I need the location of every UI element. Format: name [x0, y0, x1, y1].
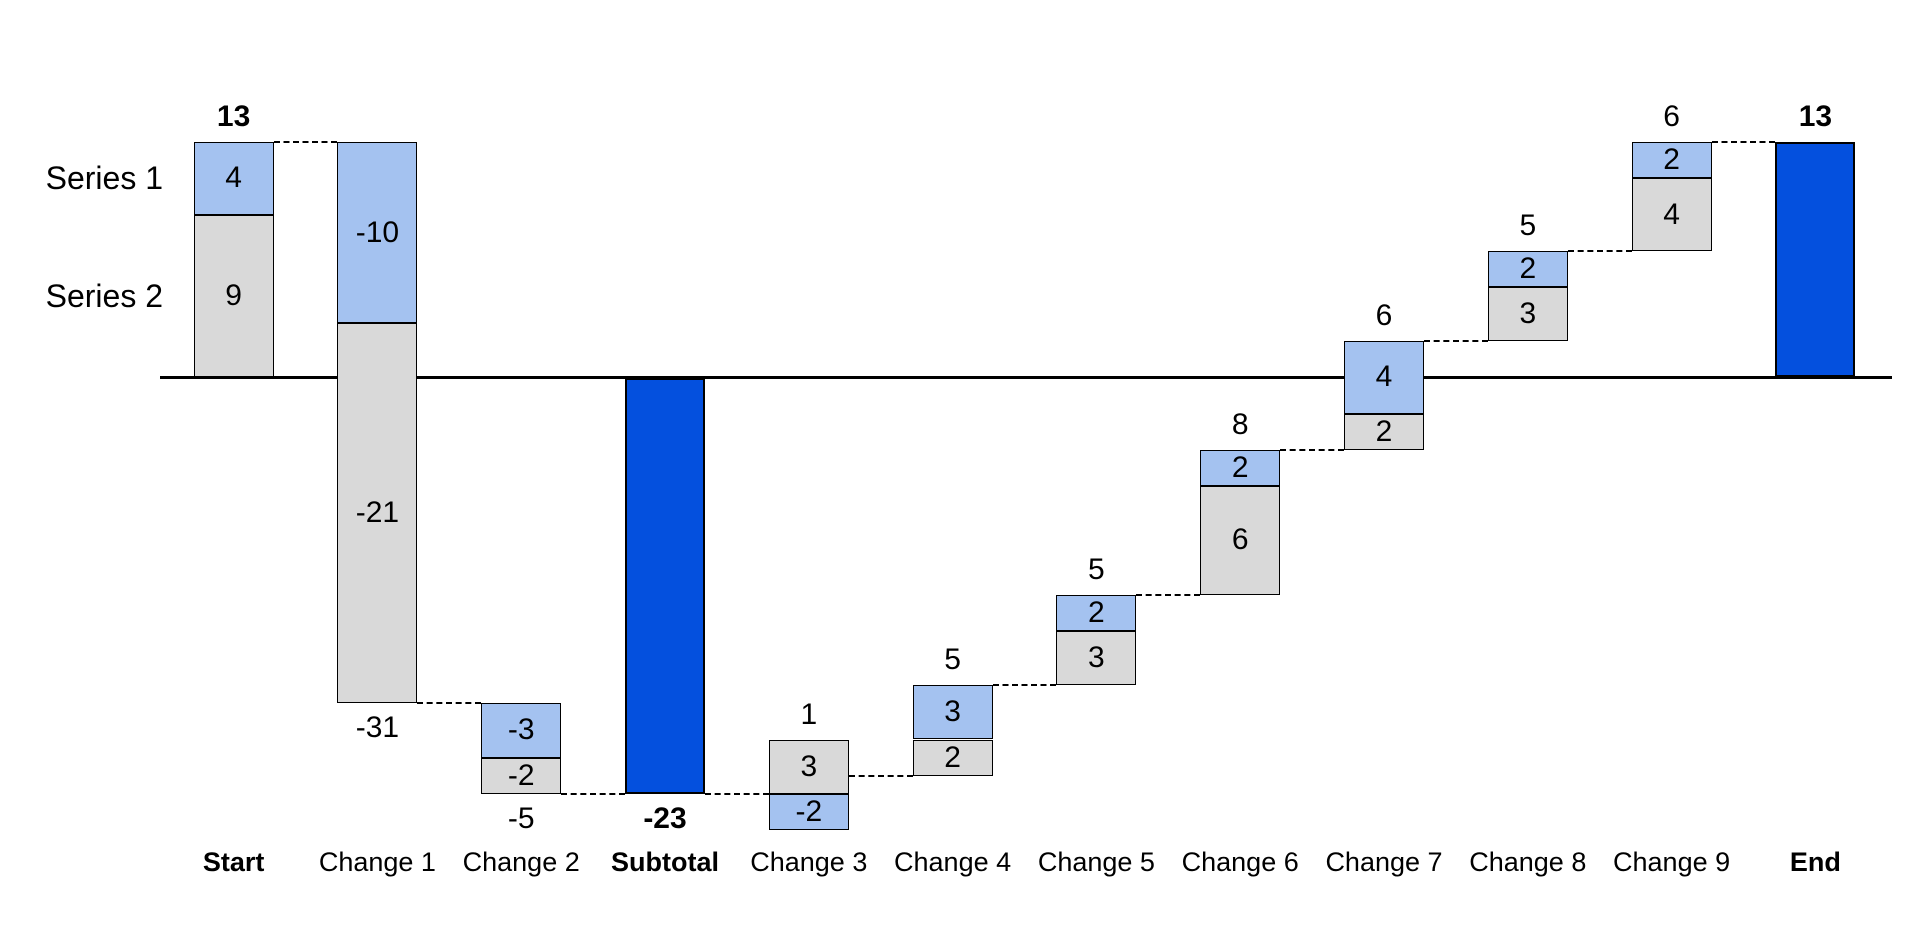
category-label: Change 3 [750, 847, 868, 877]
bar-segment[interactable]: 3 [1487, 287, 1568, 342]
total-label: 1 [800, 697, 818, 731]
segment-value-label: 3 [1088, 641, 1105, 675]
connector-line [1424, 340, 1488, 343]
bar-segment[interactable]: -21 [337, 323, 418, 704]
segment-value-label: 2 [1088, 595, 1105, 629]
connector-line [992, 684, 1057, 687]
connector-line [1280, 448, 1344, 451]
total-bar[interactable] [1775, 142, 1856, 378]
total-label: -31 [355, 711, 400, 745]
category-label: End [1789, 847, 1841, 877]
segment-value-label: 3 [800, 749, 818, 783]
bar-segment[interactable]: 4 [1344, 341, 1424, 414]
category-label: Change 4 [894, 847, 1012, 877]
connector-line [705, 792, 769, 795]
category-label: Change 9 [1613, 847, 1731, 877]
total-label: 6 [1663, 100, 1680, 134]
segment-value-label: -21 [355, 496, 400, 530]
bar-segment[interactable]: 2 [1487, 250, 1568, 287]
segment-value-label: -10 [355, 215, 400, 249]
segment-value-label: -3 [507, 713, 535, 747]
bar-segment[interactable]: 2 [912, 739, 993, 776]
segment-value-label: 6 [1231, 523, 1249, 557]
total-label: 5 [1088, 552, 1105, 586]
bar-segment[interactable]: 3 [912, 685, 993, 740]
bar-segment[interactable]: 3 [1056, 630, 1137, 686]
category-label: Change 6 [1181, 847, 1299, 877]
bar-segment[interactable]: -10 [337, 142, 418, 324]
bar-segment[interactable]: 9 [193, 214, 274, 378]
segment-value-label: 2 [1375, 414, 1393, 448]
category-label: Subtotal [611, 847, 719, 877]
bar-segment[interactable]: -2 [481, 757, 562, 794]
bar-segment[interactable]: 2 [1056, 594, 1137, 631]
segment-value-label: 4 [1663, 197, 1680, 231]
segment-value-label: 3 [1519, 297, 1537, 331]
total-label: 13 [1798, 100, 1833, 134]
total-label: 8 [1231, 407, 1249, 441]
category-label: Change 8 [1469, 847, 1587, 877]
bar-segment[interactable]: 2 [1200, 449, 1281, 487]
connector-line [1136, 593, 1201, 596]
total-label: -23 [643, 801, 687, 835]
connector-line [1567, 249, 1632, 252]
bar-segment[interactable]: 4 [1631, 178, 1712, 251]
total-label: -5 [507, 801, 535, 835]
x-axis-zero-line [160, 376, 1892, 379]
total-label: 5 [944, 643, 961, 677]
category-label: Change 1 [318, 847, 436, 877]
segment-value-label: 2 [944, 740, 961, 774]
total-label: 13 [216, 100, 251, 134]
bar-segment[interactable]: 4 [193, 142, 274, 215]
total-bar[interactable] [625, 377, 705, 794]
bar-segment[interactable]: 2 [1344, 413, 1424, 450]
series-1-label: Series 1 [45, 160, 163, 196]
segment-value-label: 4 [1375, 360, 1393, 394]
bar-segment[interactable]: -3 [481, 703, 562, 758]
connector-line [417, 702, 482, 705]
segment-value-label: 3 [944, 695, 961, 729]
category-label: Change 5 [1037, 847, 1155, 877]
bar-segment[interactable]: 3 [768, 739, 849, 794]
total-label: 6 [1375, 299, 1393, 333]
total-label: 5 [1519, 208, 1537, 242]
segment-value-label: -2 [507, 758, 535, 792]
connector-line [848, 774, 913, 777]
connector-line [561, 792, 625, 795]
connector-line [1711, 141, 1776, 144]
category-label: Change 2 [462, 847, 580, 877]
bar-segment[interactable]: -2 [768, 793, 849, 830]
bar-segment[interactable]: 2 [1631, 142, 1712, 179]
segment-value-label: 2 [1663, 143, 1680, 177]
segment-value-label: 4 [225, 161, 242, 195]
category-label: Change 7 [1325, 847, 1443, 877]
segment-value-label: 2 [1519, 251, 1537, 285]
connector-line [273, 141, 338, 144]
segment-value-label: 2 [1231, 450, 1249, 484]
segment-value-label: 9 [225, 279, 242, 313]
bar-segment[interactable]: 6 [1200, 486, 1281, 595]
segment-value-label: -2 [795, 794, 823, 828]
category-label: Start [202, 847, 265, 877]
series-2-label: Series 2 [45, 278, 163, 314]
